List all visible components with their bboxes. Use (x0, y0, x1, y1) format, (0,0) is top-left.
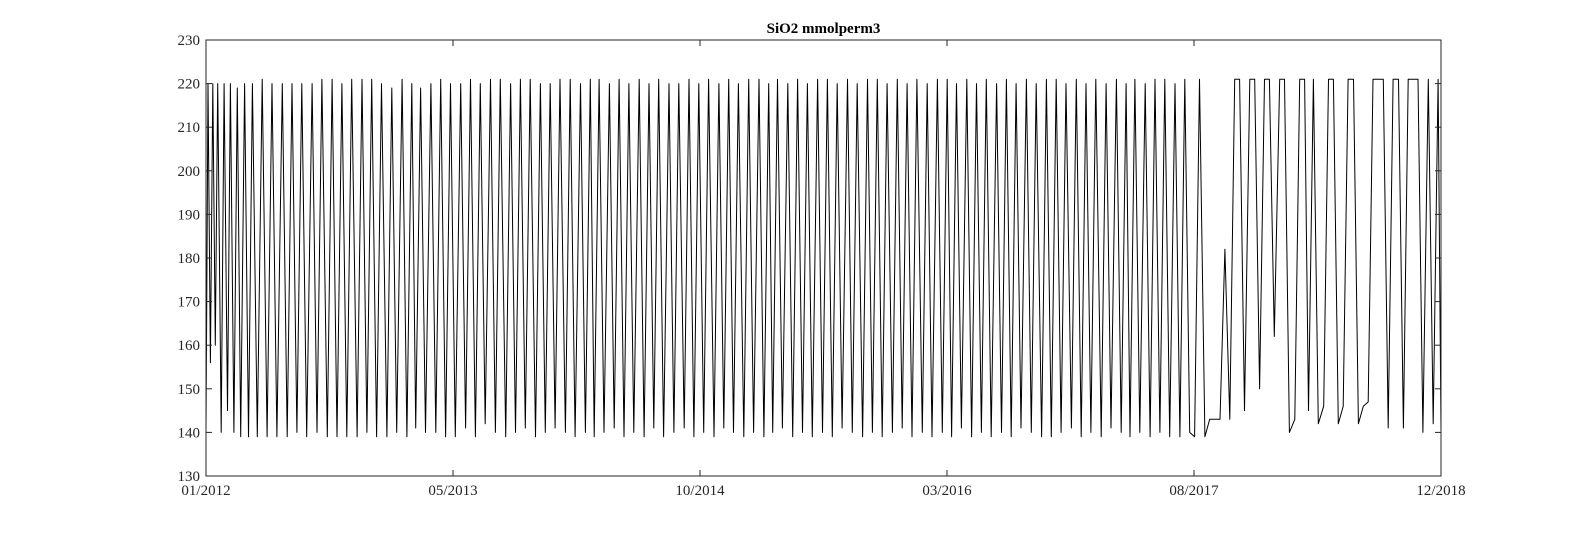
x-tick-label: 12/2018 (1416, 483, 1465, 499)
x-axis: 01/2012 05/2013 10/2014 03/2016 08/2017 12/20… (181, 40, 1466, 499)
plot-area (205, 78, 1442, 438)
y-tick-label: 130 (178, 469, 201, 485)
x-tick-label: 03/2016 (922, 483, 972, 499)
chart-title: SiO2 mmolperm3 (767, 21, 881, 37)
x-tick-label: 10/2014 (675, 483, 725, 499)
series-line-0 (205, 78, 1442, 438)
y-tick-label: 220 (178, 77, 201, 93)
y-tick-label: 210 (178, 120, 201, 136)
axes-box (205, 39, 1442, 477)
x-tick-label: 05/2013 (428, 483, 477, 499)
y-tick-label: 150 (178, 382, 201, 398)
y-tick-label: 140 (178, 425, 201, 441)
y-tick-label: 190 (178, 207, 201, 223)
y-tick-label: 180 (178, 251, 201, 267)
x-tick-label: 08/2017 (1169, 483, 1219, 499)
y-tick-label: 230 (178, 33, 201, 49)
y-tick-label: 160 (178, 338, 201, 354)
y-tick-label: 200 (178, 164, 201, 180)
y-axis: 130 140 150 160 170 180 190 200 210 220 230 (178, 33, 1441, 485)
x-tick-label: 01/2012 (181, 483, 230, 499)
y-tick-label: 170 (178, 295, 201, 311)
